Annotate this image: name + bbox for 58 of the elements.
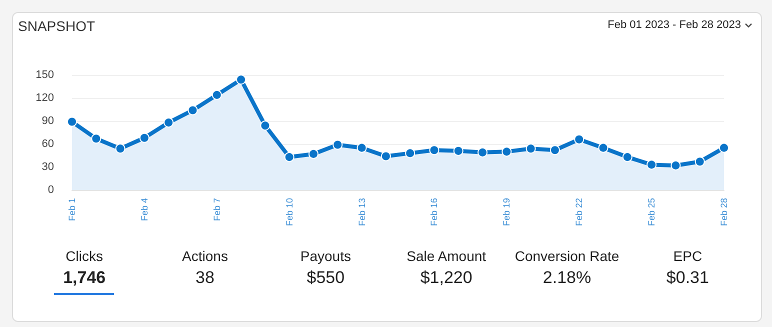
point: [429, 145, 440, 156]
x-tick-label: Feb 28: [719, 198, 729, 226]
point: [670, 160, 681, 170]
text: $1,220: [419, 268, 474, 288]
x-tick-label: Feb 22: [574, 198, 584, 226]
point: [646, 160, 657, 170]
chart-subtitle: Feb 01 2023 - Feb 28 2023: [608, 19, 741, 31]
x-tick-label: Feb 10: [284, 198, 294, 226]
text: 1,746: [62, 268, 107, 288]
y-tick-label: 60: [42, 138, 54, 150]
point: [260, 120, 270, 131]
point: [453, 146, 464, 156]
point: [694, 156, 705, 167]
text: Clicks: [64, 248, 104, 264]
text: Payouts: [299, 248, 352, 264]
text: EPC: [672, 248, 704, 264]
y-tick-label: 150: [36, 69, 54, 81]
y-tick-label: 90: [42, 115, 54, 127]
y-tick-label: 120: [36, 92, 54, 104]
point: [212, 90, 222, 100]
text: Conversion Rate: [514, 248, 620, 264]
point: [356, 142, 367, 153]
text: Sale Amount: [406, 248, 488, 264]
point: [574, 134, 584, 144]
y-tick-label: 0: [48, 184, 54, 196]
point: [164, 118, 174, 128]
point: [332, 140, 343, 150]
point: [622, 152, 632, 162]
point: [478, 147, 488, 158]
text: $550: [306, 268, 346, 288]
x-tick-label: Feb 16: [429, 198, 440, 226]
x-tick-label: Feb 7: [212, 198, 222, 222]
y-tick-label: 30: [42, 161, 54, 173]
point: [308, 148, 318, 159]
point: [139, 132, 150, 143]
point: [502, 146, 512, 157]
point: [526, 144, 536, 154]
x-tick-label: Feb 13: [356, 198, 367, 226]
x-tick-label: Feb 19: [502, 198, 512, 226]
point: [598, 142, 608, 153]
x-tick-label: Feb 25: [646, 198, 657, 226]
point: [380, 151, 391, 162]
text: 2.18%: [542, 268, 592, 288]
x-tick-label: Feb 4: [139, 198, 150, 222]
point: [115, 144, 126, 154]
point: [550, 145, 560, 156]
point: [405, 148, 416, 158]
point: [284, 152, 294, 162]
text: 38: [194, 268, 216, 288]
chart-title: SNAPSHOT: [18, 18, 96, 34]
text: $0.31: [665, 268, 710, 288]
point: [236, 74, 246, 85]
point: [91, 134, 102, 144]
x-tick-label: Feb 1: [67, 198, 77, 222]
point: [719, 142, 729, 153]
text: Actions: [181, 248, 229, 264]
point: [188, 105, 198, 116]
point: [67, 116, 77, 127]
